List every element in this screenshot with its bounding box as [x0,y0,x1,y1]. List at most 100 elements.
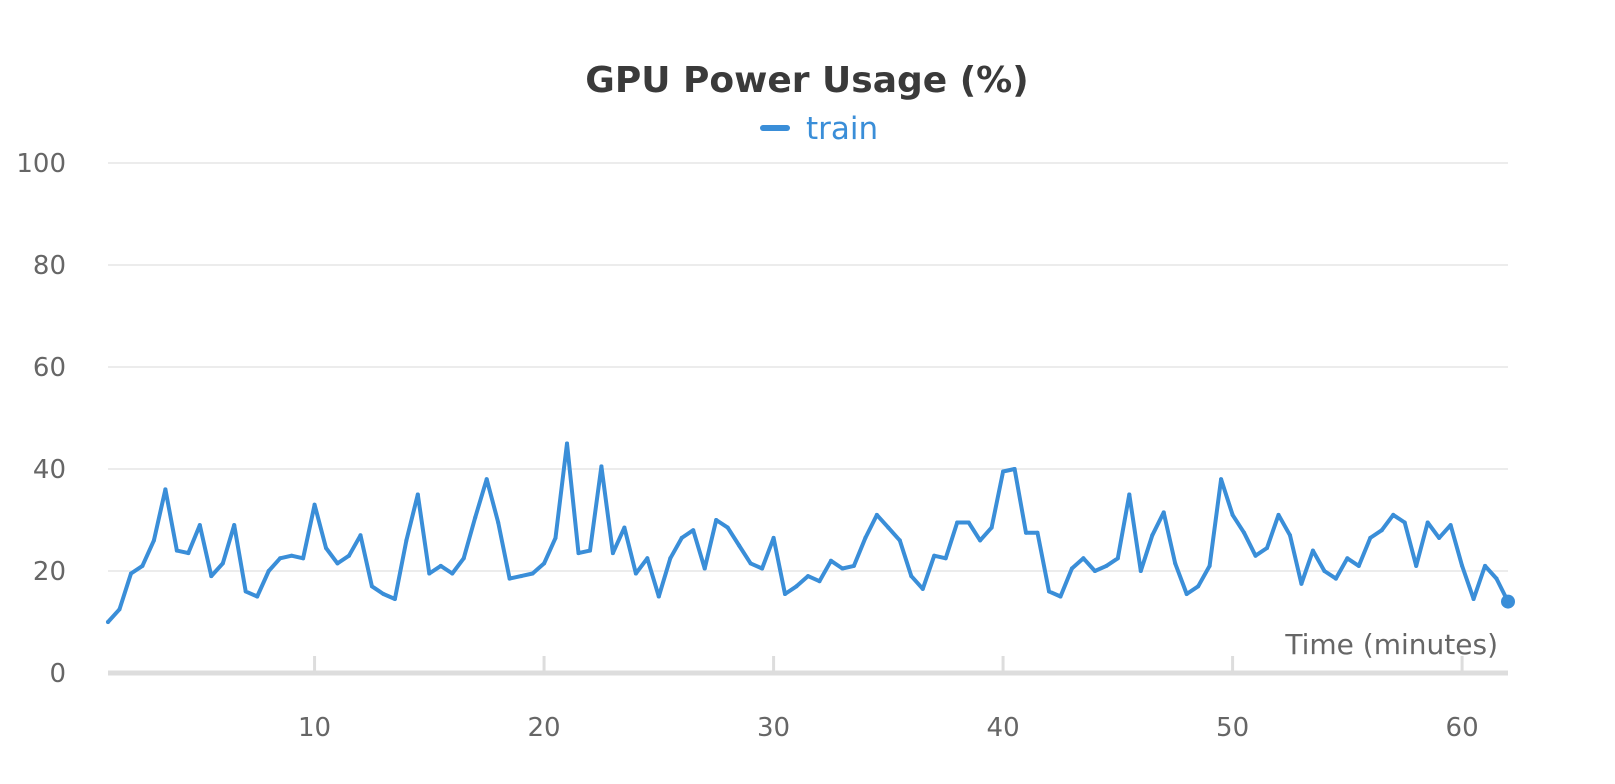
data-point-85 [1081,556,1086,561]
legend-swatch-train [760,125,790,131]
data-point-19 [324,546,329,551]
data-point-1 [117,607,122,612]
data-point-79 [1012,467,1017,471]
x-tick-label: 50 [1216,713,1249,743]
x-tick-label: 60 [1446,713,1479,743]
data-point-20 [335,561,340,566]
data-point-44 [610,551,615,556]
data-point-17 [301,556,306,561]
y-tick-label: 100 [16,149,66,179]
data-point-120 [1483,563,1488,568]
data-point-102 [1276,512,1281,517]
data-point-54 [725,525,730,530]
data-point-42 [587,548,592,553]
data-point-114 [1414,563,1419,568]
data-point-53 [714,518,719,522]
data-point-110 [1368,535,1373,540]
data-point-48 [656,594,661,599]
data-point-106 [1322,569,1327,573]
data-point-55 [737,543,742,548]
data-point-99 [1242,530,1247,535]
x-tick-label: 40 [987,713,1020,743]
data-point-60 [794,584,799,589]
data-point-92 [1161,510,1166,515]
data-point-32 [473,515,478,520]
data-point-87 [1104,563,1109,568]
data-point-69 [897,538,902,543]
data-point-118 [1460,563,1465,568]
x-tick-label: 10 [298,713,331,743]
series-end-marker-train[interactable] [1501,594,1515,609]
data-point-97 [1219,477,1224,482]
data-point-0 [106,620,110,624]
data-point-103 [1287,533,1292,538]
data-point-27 [415,492,420,497]
data-point-39 [553,535,558,540]
data-point-30 [450,571,455,576]
data-point-26 [404,538,409,543]
data-point-88 [1115,556,1120,561]
data-point-36 [519,574,524,579]
data-point-77 [989,525,994,530]
data-point-61 [806,574,810,579]
data-point-16 [289,553,294,558]
data-point-52 [702,566,707,571]
data-point-98 [1230,512,1235,517]
data-point-94 [1184,591,1189,596]
data-point-81 [1035,530,1040,535]
data-point-56 [748,561,753,566]
data-point-28 [427,571,432,576]
data-point-73 [943,556,948,561]
y-tick-label: 0 [49,659,66,689]
data-point-65 [851,563,856,568]
data-point-4 [151,538,156,543]
data-point-68 [886,525,891,530]
data-point-29 [438,563,443,568]
data-point-13 [255,594,260,599]
y-axis-ticks: 0 20 40 60 80 100 [16,149,66,689]
y-tick-label: 40 [33,455,66,485]
data-point-75 [966,520,971,525]
data-point-71 [920,586,925,591]
data-point-47 [645,556,650,561]
data-point-10 [220,561,225,566]
legend[interactable]: train [760,111,878,147]
chart-title: GPU Power Usage (%) [585,60,1028,101]
legend-label-train[interactable]: train [806,111,878,147]
data-point-82 [1046,589,1051,594]
data-point-5 [163,487,168,492]
data-point-109 [1356,563,1361,568]
series-line-train[interactable] [106,441,1510,624]
data-point-93 [1173,561,1178,566]
grid-lines [108,162,1508,572]
data-point-49 [668,556,673,561]
data-point-59 [783,591,788,596]
data-point-50 [679,535,684,540]
data-point-11 [232,523,237,528]
data-point-45 [622,525,627,530]
data-point-89 [1127,492,1132,497]
data-point-119 [1471,597,1476,602]
data-point-57 [760,566,765,571]
data-point-121 [1494,576,1499,581]
data-point-67 [874,512,879,517]
data-point-22 [358,533,363,538]
series-points-train [106,441,1510,624]
data-point-113 [1402,520,1407,525]
data-point-84 [1069,566,1074,571]
data-point-107 [1333,576,1338,581]
data-point-12 [243,589,248,594]
data-point-116 [1437,535,1442,540]
data-point-33 [484,477,489,482]
data-point-62 [817,579,822,584]
data-point-104 [1299,581,1304,586]
data-point-6 [174,548,179,553]
data-point-9 [209,574,214,579]
data-point-37 [530,571,535,576]
x-tick-label: 20 [528,713,561,743]
data-point-108 [1345,556,1350,561]
data-point-70 [909,574,914,579]
x-tick-label: 30 [757,713,790,743]
y-tick-label: 60 [33,353,66,383]
